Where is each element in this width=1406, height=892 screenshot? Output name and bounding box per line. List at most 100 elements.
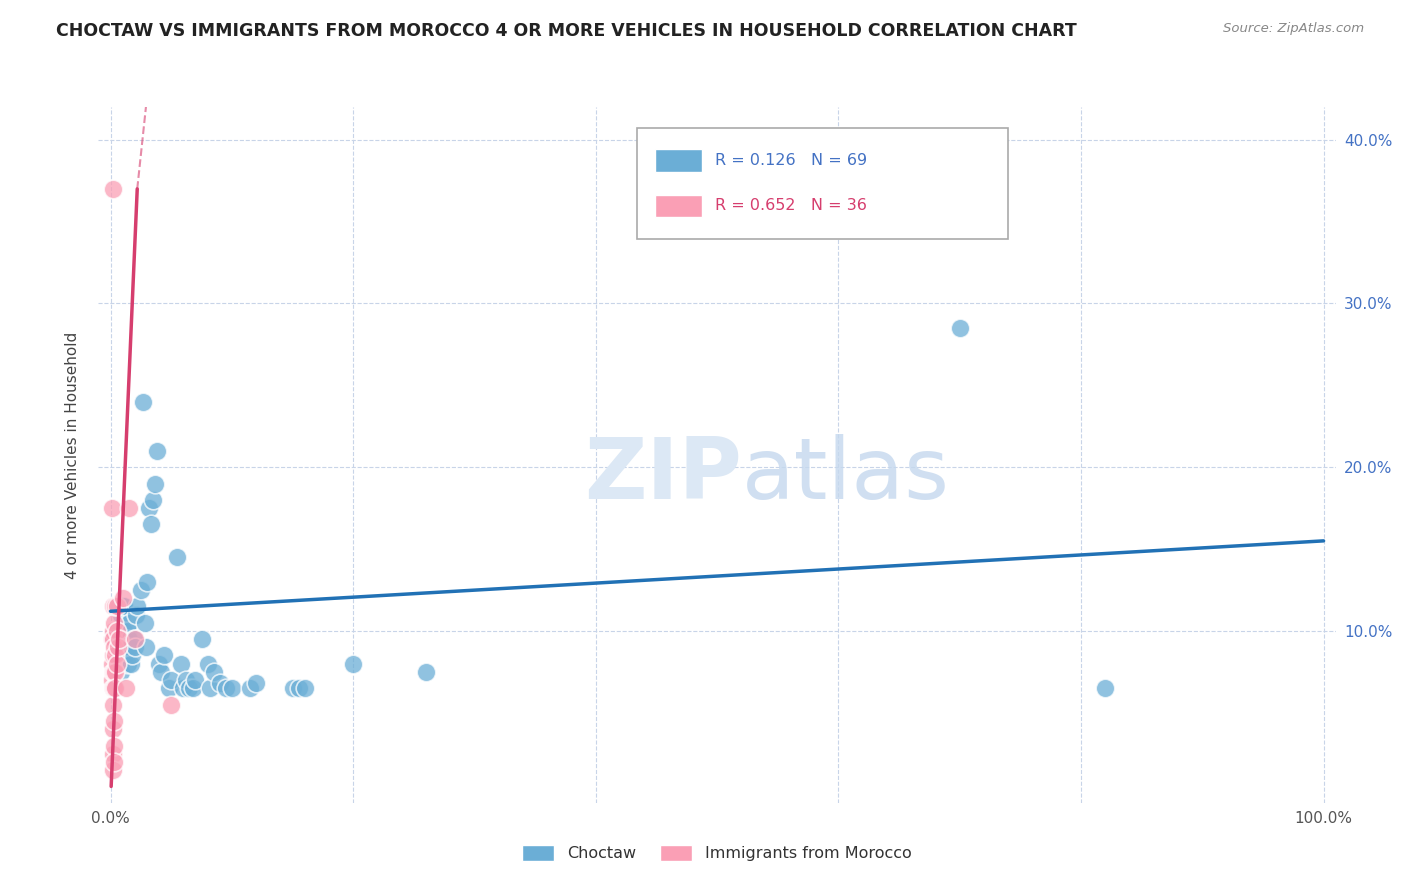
Point xyxy=(142,492,165,507)
Point xyxy=(101,747,124,761)
FancyBboxPatch shape xyxy=(655,194,702,217)
Point xyxy=(239,681,262,696)
Point xyxy=(172,681,194,696)
Point xyxy=(120,657,142,671)
Point xyxy=(105,599,128,614)
Point xyxy=(150,665,173,679)
Text: R = 0.126   N = 69: R = 0.126 N = 69 xyxy=(714,153,866,168)
Point xyxy=(112,599,135,614)
Point xyxy=(110,640,132,655)
Point xyxy=(103,640,125,655)
Point xyxy=(127,599,149,614)
Point xyxy=(115,640,138,655)
Point xyxy=(100,501,122,516)
Text: ZIP: ZIP xyxy=(583,434,742,517)
Point xyxy=(138,501,160,516)
Point xyxy=(101,665,124,679)
Point xyxy=(160,698,183,712)
Point xyxy=(117,624,139,638)
Point xyxy=(101,722,124,736)
Point xyxy=(190,632,212,646)
Point xyxy=(103,615,125,630)
Point xyxy=(294,681,316,696)
Point xyxy=(198,681,221,696)
Point xyxy=(101,763,124,777)
Point xyxy=(104,599,127,614)
Point xyxy=(117,657,139,671)
Point xyxy=(111,599,134,614)
Point xyxy=(104,632,127,646)
Point xyxy=(108,648,131,663)
Point xyxy=(949,321,972,335)
Point xyxy=(122,632,145,646)
Point xyxy=(287,681,309,696)
Point xyxy=(124,640,146,655)
Point xyxy=(111,591,134,606)
Point xyxy=(118,501,141,516)
Point xyxy=(148,657,170,671)
Point xyxy=(208,676,231,690)
Point xyxy=(125,607,148,622)
Point xyxy=(100,673,122,687)
Point xyxy=(114,648,136,663)
Point xyxy=(115,681,138,696)
Point xyxy=(415,665,437,679)
Point xyxy=(101,698,124,712)
Point xyxy=(103,665,125,679)
FancyBboxPatch shape xyxy=(655,150,702,172)
Point xyxy=(118,640,141,655)
Text: CHOCTAW VS IMMIGRANTS FROM MOROCCO 4 OR MORE VEHICLES IN HOUSEHOLD CORRELATION C: CHOCTAW VS IMMIGRANTS FROM MOROCCO 4 OR … xyxy=(56,22,1077,40)
Point xyxy=(111,648,134,663)
Point xyxy=(184,673,207,687)
Point xyxy=(129,582,152,597)
Point xyxy=(103,714,125,728)
Point xyxy=(153,648,176,663)
Point xyxy=(100,632,122,646)
Point xyxy=(103,739,125,753)
Point xyxy=(215,681,238,696)
Point xyxy=(105,624,128,638)
Point xyxy=(108,599,131,614)
Point xyxy=(221,681,243,696)
Point xyxy=(179,681,201,696)
Point xyxy=(101,681,124,696)
Point xyxy=(132,394,155,409)
Text: R = 0.652   N = 36: R = 0.652 N = 36 xyxy=(714,198,866,213)
Point xyxy=(145,476,167,491)
Point xyxy=(103,755,125,769)
Point xyxy=(342,657,364,671)
Point xyxy=(145,443,167,458)
Point xyxy=(110,624,132,638)
Point xyxy=(139,517,162,532)
Point xyxy=(174,673,197,687)
Point xyxy=(114,632,136,646)
Point xyxy=(104,665,127,679)
Point xyxy=(105,657,128,671)
Point xyxy=(181,681,204,696)
Point xyxy=(134,615,156,630)
Point xyxy=(121,648,143,663)
Point xyxy=(202,665,225,679)
Point xyxy=(170,657,193,671)
Point xyxy=(108,632,131,646)
Point xyxy=(105,624,128,638)
Point xyxy=(110,665,132,679)
Text: atlas: atlas xyxy=(742,434,950,517)
Point xyxy=(1094,681,1116,696)
Point xyxy=(166,550,188,565)
Point xyxy=(107,624,129,638)
Point xyxy=(101,632,124,646)
Point xyxy=(118,615,141,630)
Point xyxy=(281,681,304,696)
Point xyxy=(118,632,141,646)
Point xyxy=(103,681,125,696)
Point xyxy=(124,632,146,646)
Point xyxy=(107,648,129,663)
Point xyxy=(101,599,124,614)
Point xyxy=(157,681,180,696)
Point xyxy=(112,624,135,638)
Point xyxy=(104,648,127,663)
Y-axis label: 4 or more Vehicles in Household: 4 or more Vehicles in Household xyxy=(65,331,80,579)
FancyBboxPatch shape xyxy=(637,128,1008,239)
Legend: Choctaw, Immigrants from Morocco: Choctaw, Immigrants from Morocco xyxy=(516,838,918,868)
